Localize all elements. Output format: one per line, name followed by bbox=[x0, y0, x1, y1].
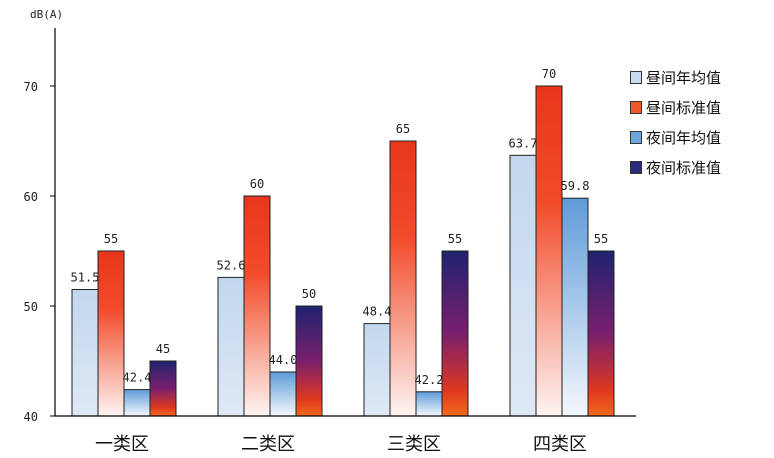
data-label-day-avg-4: 63.7 bbox=[509, 136, 538, 150]
bar-night-avg-4 bbox=[561, 197, 589, 417]
data-label-night-std-3: 55 bbox=[448, 232, 462, 246]
data-label-night-std-1: 45 bbox=[156, 342, 170, 356]
bars-layer bbox=[71, 85, 615, 417]
bar-day-avg-2 bbox=[217, 276, 245, 417]
legend-swatch-day-avg bbox=[630, 70, 642, 84]
bar-day-std-4 bbox=[535, 85, 563, 417]
data-label-night-avg-1: 42.4 bbox=[123, 371, 152, 385]
category-label-1: 一类区 bbox=[95, 434, 149, 455]
data-label-day-std-1: 55 bbox=[104, 232, 118, 246]
bar-night-avg-1 bbox=[123, 389, 151, 417]
y-tick-label-40: 40 bbox=[24, 410, 38, 424]
legend-item-day-std: 昼间标准值 bbox=[630, 92, 770, 122]
bar-day-std-2 bbox=[243, 195, 271, 417]
data-label-night-std-4: 55 bbox=[594, 232, 608, 246]
y-axis-unit: dB(A) bbox=[30, 8, 63, 21]
category-label-3: 三类区 bbox=[387, 434, 441, 455]
data-label-night-avg-3: 42.2 bbox=[415, 373, 444, 387]
data-label-night-std-2: 50 bbox=[302, 287, 316, 301]
legend-swatch-day-std bbox=[630, 100, 642, 114]
data-label-night-avg-4: 59.8 bbox=[561, 179, 590, 193]
bar-day-avg-4 bbox=[509, 154, 537, 417]
legend-label-day-std: 昼间标准值 bbox=[646, 98, 722, 117]
data-labels-layer: 51.5 55 42.4 45 52.6 60 44.0 50 48.4 65 42.2 55 63.7… bbox=[71, 67, 609, 387]
category-label-4: 四类区 bbox=[533, 434, 587, 455]
legend-label-night-std: 夜间标准值 bbox=[646, 158, 722, 177]
data-label-day-avg-3: 48.4 bbox=[363, 305, 392, 319]
legend-item-night-std: 夜间标准值 bbox=[630, 152, 770, 182]
bar-night-avg-2 bbox=[269, 371, 297, 417]
legend: 昼间年均值 昼间标准值 夜间年均值 夜间标准值 bbox=[630, 62, 770, 182]
legend-label-night-avg: 夜间年均值 bbox=[646, 128, 722, 147]
data-label-day-avg-1: 51.5 bbox=[71, 271, 100, 285]
bar-day-std-3 bbox=[389, 140, 417, 417]
y-ticks-layer: 40 50 60 70 bbox=[24, 80, 55, 424]
data-label-day-avg-2: 52.6 bbox=[217, 258, 246, 272]
bar-day-avg-1 bbox=[71, 289, 99, 417]
legend-item-day-avg: 昼间年均值 bbox=[630, 62, 770, 92]
data-label-day-std-3: 65 bbox=[396, 122, 410, 136]
legend-label-day-avg: 昼间年均值 bbox=[646, 68, 722, 87]
y-tick-label-60: 60 bbox=[24, 190, 38, 204]
y-tick-label-50: 50 bbox=[24, 300, 38, 314]
category-labels-layer: 一类区 二类区 三类区 四类区 bbox=[95, 434, 587, 455]
data-label-day-std-4: 70 bbox=[542, 67, 556, 81]
bar-night-std-3 bbox=[441, 250, 469, 417]
legend-item-night-avg: 夜间年均值 bbox=[630, 122, 770, 152]
y-tick-label-70: 70 bbox=[24, 80, 38, 94]
data-label-night-avg-2: 44.0 bbox=[269, 353, 298, 367]
bar-night-std-1 bbox=[149, 360, 177, 417]
bar-night-avg-3 bbox=[415, 391, 443, 417]
bar-night-std-2 bbox=[295, 305, 323, 417]
data-label-day-std-2: 60 bbox=[250, 177, 264, 191]
legend-swatch-night-avg bbox=[630, 130, 642, 144]
category-label-2: 二类区 bbox=[241, 434, 295, 455]
legend-swatch-night-std bbox=[630, 160, 642, 174]
bar-night-std-4 bbox=[587, 250, 615, 417]
bar-day-std-1 bbox=[97, 250, 125, 417]
bar-day-avg-3 bbox=[363, 323, 391, 417]
